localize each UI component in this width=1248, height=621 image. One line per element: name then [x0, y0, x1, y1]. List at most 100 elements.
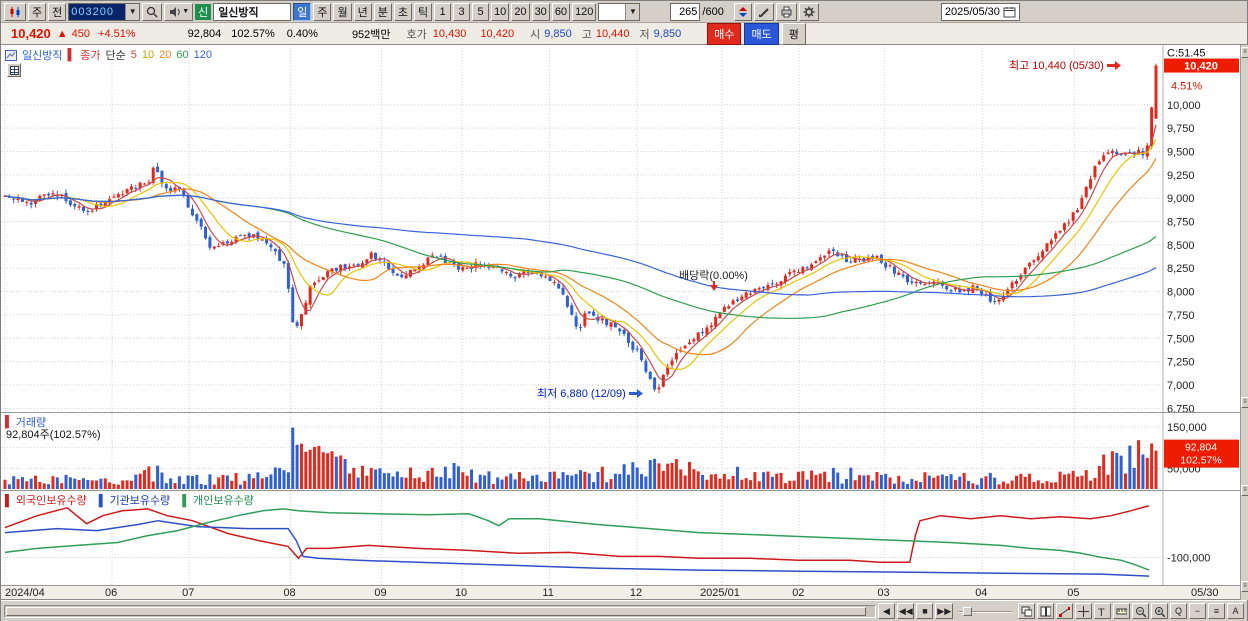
low-price: 9,850 [653, 27, 682, 40]
stock-code-input[interactable] [69, 3, 126, 20]
code-dropdown-icon[interactable]: ▼ [125, 3, 140, 20]
week-toggle-button[interactable]: 주 [28, 2, 47, 21]
ruler-tool-button[interactable] [1112, 603, 1130, 619]
search-button[interactable] [142, 2, 163, 21]
nav-fast-next-button[interactable]: ▶▶ [935, 603, 953, 619]
svg-text:9,000: 9,000 [1167, 193, 1195, 205]
svg-text:-100,000: -100,000 [1167, 553, 1210, 565]
chart-hscrollbar[interactable] [4, 604, 876, 618]
period-tick-button[interactable]: 틱 [413, 2, 433, 21]
interval-5-button[interactable]: 5 [472, 2, 490, 21]
bid-price: 10,420 [480, 27, 515, 40]
interval-1-button[interactable]: 1 [434, 2, 452, 21]
quote-label: 호가 [406, 28, 427, 41]
buy-button[interactable]: 매수 [707, 22, 742, 45]
new-stock-badge: 신 [195, 3, 212, 20]
grid-icon [9, 65, 19, 75]
sound-button[interactable]: ▼ [164, 2, 194, 21]
draw-button[interactable] [753, 2, 774, 21]
x-axis-label: 06 [105, 587, 118, 599]
date-picker[interactable]: 2025/05/30 [940, 2, 1020, 21]
interval-10-button[interactable]: 10 [491, 2, 510, 21]
period-day-button[interactable]: 일 [293, 2, 312, 21]
svg-text:8,000: 8,000 [1167, 287, 1195, 299]
speaker-icon [170, 6, 180, 17]
x-axis-label: 2024/04 [5, 587, 45, 599]
period-week-button[interactable]: 주 [313, 2, 332, 21]
svg-text:6,750: 6,750 [1167, 403, 1195, 413]
interval-60-button[interactable]: 60 [551, 2, 571, 21]
interval-20-button[interactable]: 20 [511, 2, 530, 21]
volume-panel-handle[interactable]: ≡ [1241, 485, 1248, 496]
period-minute-button[interactable]: 분 [373, 2, 392, 21]
print-button[interactable] [775, 2, 797, 21]
legend-ma5: 5 [130, 49, 137, 61]
chart-grid-button[interactable] [7, 63, 21, 77]
main-price-chart[interactable]: 10,000 9,750 9,500 9,250 9,000 8,750 8,500 8,25… [1, 45, 1240, 413]
holdings-panel-handle[interactable]: ≡ [1241, 581, 1248, 592]
top-toolbar: 주 전 ▼ ▼ 신 일신방직 일 주 월 년 분 초 틱 1 3 5 10 20… [1, 1, 1247, 23]
avg-button[interactable]: 평 [781, 22, 806, 45]
foreign-legend-item: ▌ 외국인보유수량 [5, 495, 87, 507]
zoom-out-icon [1135, 606, 1146, 617]
high-label: 고 [581, 28, 592, 41]
window-cascade-button[interactable] [1017, 603, 1035, 619]
sell-button[interactable]: 매도 [744, 22, 779, 45]
x-axis-label: 09 [374, 587, 387, 599]
svg-text:T: T [1098, 607, 1105, 617]
quick-menu-button[interactable]: Q [1169, 603, 1187, 619]
legend-mark: ▌ [67, 49, 76, 61]
window-cascade-icon [1021, 606, 1032, 616]
nav-stop-button[interactable]: ■ [916, 603, 934, 619]
nav-prev-button[interactable]: ◀ [878, 603, 895, 619]
window-tile-icon [1040, 606, 1051, 616]
nav-fast-prev-button[interactable]: ◀◀ [897, 603, 915, 619]
x-axis-label: 08 [283, 587, 296, 599]
period-month-button[interactable]: 월 [333, 2, 352, 21]
compare-button[interactable] [733, 2, 752, 21]
zoom-slider[interactable] [958, 606, 1012, 617]
trade-amount: 952백만 [351, 28, 391, 41]
minimize-button[interactable]: − [1188, 603, 1206, 619]
up-down-arrows-icon [738, 6, 747, 17]
zoom-in-button[interactable] [1150, 603, 1168, 619]
pencil-icon [758, 7, 769, 17]
volume-ratio: 102.57% [231, 27, 275, 40]
zoom-slider-thumb[interactable] [962, 606, 972, 616]
interval-3-button[interactable]: 3 [453, 2, 471, 21]
volume-legend-title: 거래량 [15, 417, 47, 429]
change-arrow-icon: ▲ [56, 27, 68, 40]
change-percent: +4.51% [98, 27, 136, 40]
stock-name-field[interactable]: 일신방직 [213, 2, 292, 21]
holdings-chart[interactable]: -100,000 [1, 491, 1240, 586]
text-tool-button[interactable]: T [1093, 603, 1111, 619]
foreign-legend-label: 외국인보유수량 [15, 495, 87, 507]
panel-collapse-button[interactable]: ≡ [1241, 47, 1248, 58]
chart-type-icon-button[interactable] [4, 2, 26, 21]
prev-toggle-button[interactable]: 전 [48, 2, 67, 21]
period-year-button[interactable]: 년 [353, 2, 372, 21]
interval-dropdown[interactable]: ▼ [598, 2, 641, 21]
trendline-tool-button[interactable] [1055, 603, 1073, 619]
layout-button[interactable]: ≡ [1207, 603, 1225, 619]
settings-button[interactable] [798, 2, 819, 21]
auto-button[interactable]: A [1226, 603, 1244, 619]
hscrollbar-thumb[interactable] [6, 606, 866, 616]
zoom-out-button[interactable] [1131, 603, 1149, 619]
high-annotation-text: 최고 10,440 (05/30) [1009, 60, 1104, 72]
window-tile-button[interactable] [1036, 603, 1054, 619]
period-second-button[interactable]: 초 [393, 2, 412, 21]
calendar-icon [1003, 6, 1016, 17]
svg-text:102.57%: 102.57% [1180, 455, 1221, 467]
crosshair-tool-button[interactable] [1074, 603, 1092, 619]
bar-count-input[interactable] [670, 2, 701, 21]
svg-text:10,000: 10,000 [1167, 100, 1201, 112]
x-axis-end-label: 05/30 [1191, 587, 1219, 599]
main-panel-handle[interactable]: ≡ [1241, 397, 1248, 408]
interval-120-button[interactable]: 120 [572, 2, 597, 21]
right-edge-strip: ≡ ≡ ≡ ≡ [1240, 45, 1248, 600]
x-axis-label: 12 [629, 587, 643, 599]
interval-30-button[interactable]: 30 [531, 2, 550, 21]
